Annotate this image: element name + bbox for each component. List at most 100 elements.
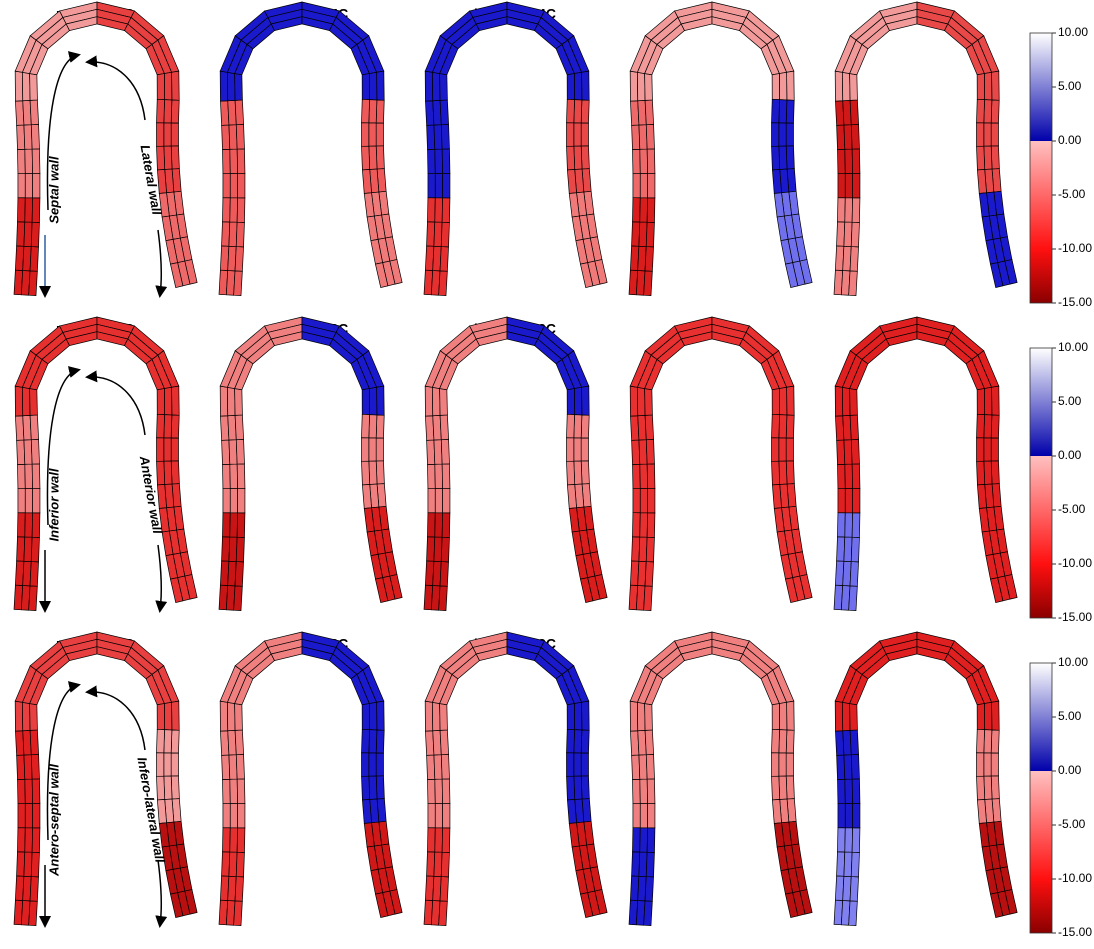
- mesh-cell: [238, 173, 245, 198]
- mesh-cell: [222, 852, 230, 876]
- mesh-cell: [637, 72, 645, 100]
- mesh-cell: [837, 149, 845, 173]
- mesh-cell: [581, 123, 588, 146]
- mesh-cell: [33, 173, 40, 198]
- mesh-cell: [581, 776, 589, 799]
- mesh-cell: [222, 779, 230, 803]
- mesh-cell: [441, 754, 449, 779]
- mesh-cell: [850, 247, 859, 272]
- mesh-cell: [362, 146, 370, 170]
- mesh-cell: [853, 803, 860, 828]
- wall-label: Antero-septal wall: [46, 764, 61, 877]
- mesh-cell: [632, 779, 640, 803]
- mesh-cell: [852, 464, 860, 489]
- mesh-cell: [236, 124, 244, 149]
- mesh-cell: [567, 704, 574, 730]
- mesh-cell: [230, 513, 238, 537]
- lv-mesh: [834, 317, 1017, 611]
- mesh-cell: [630, 701, 638, 731]
- mesh-cell: [227, 702, 235, 730]
- mesh-cell: [22, 72, 30, 100]
- mesh-cell: [991, 123, 998, 146]
- mesh-cell: [984, 415, 992, 438]
- mesh-cell: [24, 537, 32, 562]
- wall-segment: [15, 415, 40, 513]
- mesh-cell: [639, 222, 647, 247]
- mesh-cell: [237, 513, 245, 538]
- mesh-cell: [427, 828, 435, 852]
- mesh-cell: [222, 198, 230, 222]
- mesh-cell: [581, 730, 589, 753]
- mesh-cell: [236, 754, 244, 779]
- lv-mesh: [629, 317, 812, 611]
- mesh-cell: [156, 99, 164, 123]
- mesh-cell: [786, 415, 794, 438]
- wall-segment: [979, 506, 1017, 602]
- mesh-cell: [434, 222, 442, 247]
- mesh-cell: [837, 537, 845, 561]
- mesh-cell: [362, 799, 371, 823]
- mesh-cell: [574, 776, 582, 799]
- wall-segment: [507, 2, 589, 100]
- wall-segment: [97, 317, 179, 415]
- wall-segment: [566, 99, 591, 193]
- mesh-cell: [567, 484, 576, 508]
- lv-mesh: [424, 2, 607, 296]
- mesh-cell: [838, 174, 845, 198]
- mesh-cell: [837, 852, 845, 876]
- mesh-cell: [441, 537, 449, 562]
- mesh-cell: [771, 729, 779, 753]
- mesh-cell: [574, 123, 581, 146]
- mesh-cell: [237, 464, 245, 489]
- mesh-cell: [647, 149, 655, 174]
- mesh-cell: [428, 489, 435, 513]
- mesh-cell: [425, 71, 433, 101]
- wall-segment: [569, 821, 607, 917]
- mesh-cell: [440, 74, 448, 101]
- mesh-cell: [646, 754, 654, 779]
- mesh-cell: [851, 124, 859, 149]
- mesh-cell: [984, 702, 992, 730]
- mesh-cell: [164, 730, 172, 753]
- mesh-cell: [157, 389, 164, 415]
- mesh-cell: [164, 123, 171, 146]
- wall-segment: [917, 2, 999, 100]
- mesh-cell: [29, 586, 38, 611]
- wall-segment: [771, 99, 796, 193]
- mesh-cell: [842, 72, 850, 100]
- mesh-cell: [440, 562, 449, 587]
- mesh-cell: [567, 776, 575, 800]
- mesh-cell: [164, 415, 172, 438]
- mesh-cell: [976, 123, 983, 147]
- mesh-cell: [30, 562, 39, 587]
- mesh-cell: [632, 537, 640, 561]
- mesh-cell: [574, 753, 581, 776]
- wall-segment: [630, 2, 712, 101]
- mesh-cell: [17, 779, 25, 803]
- mesh-cell: [441, 852, 449, 877]
- lv-mesh: [629, 2, 812, 296]
- mesh-cell: [25, 173, 32, 197]
- mesh-cell: [787, 386, 795, 415]
- mesh-cell: [646, 537, 654, 562]
- mesh-cell: [30, 704, 38, 731]
- mesh-cell: [223, 174, 230, 198]
- mesh-cell: [164, 776, 172, 799]
- mesh-cell: [850, 877, 859, 902]
- mesh-cell: [230, 464, 238, 488]
- mesh-cell: [977, 389, 984, 415]
- mesh-cell: [992, 71, 1000, 100]
- mesh-cell: [779, 461, 787, 484]
- mesh-cell: [644, 901, 653, 926]
- mesh-cell: [156, 414, 164, 438]
- mesh-cell: [361, 123, 368, 147]
- mesh-cell: [984, 776, 992, 799]
- mesh-cell: [632, 852, 640, 876]
- mesh-cell: [236, 537, 244, 562]
- mesh-cell: [853, 488, 860, 513]
- wall-segment: [14, 198, 40, 296]
- mesh-cell: [376, 146, 384, 169]
- wall-segment: [979, 821, 1017, 917]
- mesh-cell: [581, 753, 588, 776]
- mesh-cell: [648, 488, 655, 513]
